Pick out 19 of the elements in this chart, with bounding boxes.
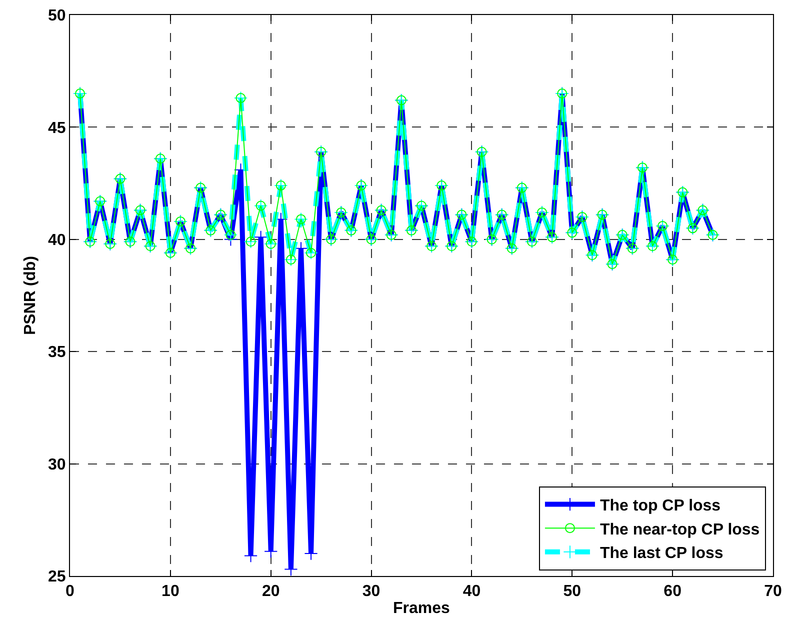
y-tick-label: 40 bbox=[48, 232, 66, 249]
x-tick-label: 20 bbox=[262, 583, 280, 600]
legend-label: The last CP loss bbox=[600, 545, 724, 562]
y-tick-label: 25 bbox=[48, 568, 66, 586]
legend-label: The near-top CP loss bbox=[600, 521, 760, 538]
x-axis-title: Frames bbox=[393, 600, 450, 617]
x-tick-label: 50 bbox=[563, 583, 582, 600]
x-tick-label: 10 bbox=[162, 583, 180, 600]
y-tick-label: 50 bbox=[48, 8, 66, 25]
y-tick-label: 35 bbox=[48, 344, 66, 362]
y-tick-label: 30 bbox=[48, 456, 66, 474]
y-tick-label: 45 bbox=[48, 120, 66, 137]
legend-label: The top CP loss bbox=[600, 498, 721, 515]
x-tick-label: 70 bbox=[764, 583, 782, 600]
x-tick-label: 30 bbox=[362, 583, 380, 600]
y-axis-title: PSNR (db) bbox=[22, 256, 39, 336]
x-tick-label: 0 bbox=[66, 583, 75, 600]
x-tick-label: 60 bbox=[664, 583, 682, 600]
x-tick-label: 40 bbox=[462, 583, 481, 600]
